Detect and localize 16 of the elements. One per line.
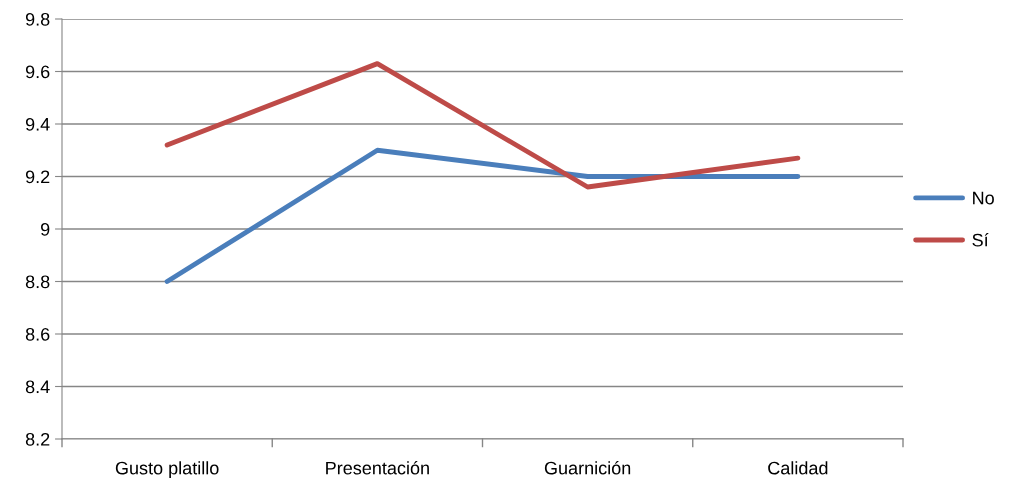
y-tick-label: 9.4 [25, 117, 50, 131]
x-tick-label: Calidad [768, 461, 828, 475]
x-tick-label: Gusto platillo [115, 461, 219, 479]
y-tick-label: 8.2 [25, 432, 50, 446]
y-tick-label: 8.8 [25, 275, 50, 289]
y-tick-label: 9.6 [25, 65, 50, 79]
y-tick-label: 8.4 [25, 380, 50, 394]
y-tick-label: 9.2 [25, 170, 50, 184]
legend-label: Sí [972, 233, 989, 247]
x-tick-label: Presentación [326, 461, 429, 475]
y-tick-label: 9.8 [25, 12, 50, 26]
x-tick-label: Guarnición [544, 461, 631, 475]
legend-label: No [973, 191, 994, 205]
y-tick-label: 8.6 [25, 327, 50, 341]
y-tick-label: 9 [41, 222, 50, 236]
line-series [164, 61, 801, 190]
